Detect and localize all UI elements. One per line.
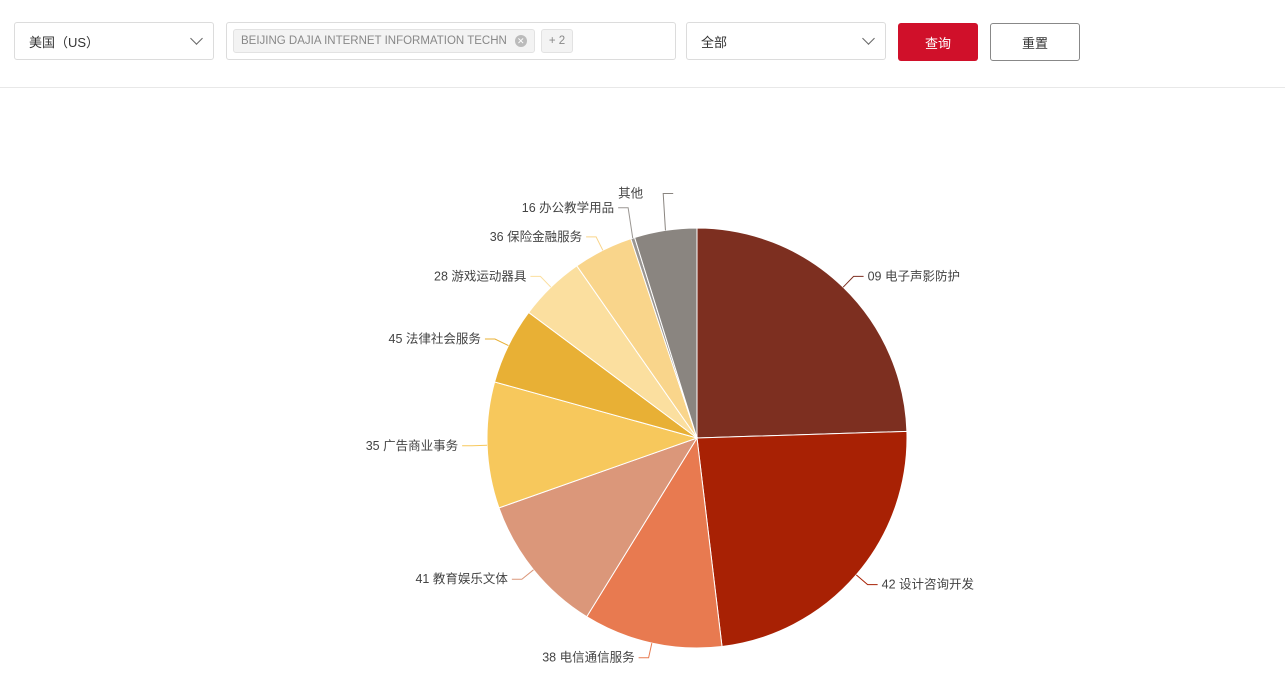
label-line	[484, 338, 509, 347]
slice-label: 28 游戏运动器具	[434, 269, 527, 283]
label-line	[462, 444, 488, 447]
company-tag-label: BEIJING DAJIA INTERNET INFORMATION TECHN	[241, 35, 507, 47]
slice-label: 35 广告商业事务	[366, 438, 458, 453]
country-value: 美国（US）	[29, 34, 100, 50]
label-line	[638, 642, 653, 659]
category-select[interactable]: 全部	[686, 22, 886, 60]
slice-label: 16 办公教学用品	[522, 200, 614, 215]
pie-slice[interactable]	[486, 381, 699, 509]
company-multiselect[interactable]: BEIJING DAJIA INTERNET INFORMATION TECHN…	[226, 22, 676, 60]
slice-label: 41 教育娱乐文体	[415, 571, 508, 586]
slice-label: 09 电子声影防护	[868, 268, 960, 283]
category-value: 全部	[701, 34, 728, 50]
label-line	[586, 236, 604, 251]
slice-label: 45 法律社会服务	[389, 331, 481, 346]
pie-slice[interactable]	[696, 227, 908, 439]
filter-bar: 美国（US） BEIJING DAJIA INTERNET INFORMATIO…	[0, 0, 1285, 88]
country-select[interactable]: 美国（US）	[14, 22, 214, 60]
slice-label: 38 电信通信服务	[542, 650, 634, 665]
query-button[interactable]: 查询	[898, 23, 978, 61]
slice-label: 其他	[618, 187, 644, 201]
label-line	[618, 207, 634, 239]
company-tag: BEIJING DAJIA INTERNET INFORMATION TECHN…	[233, 29, 535, 53]
label-line	[511, 569, 534, 580]
remove-tag-icon[interactable]: ✕	[514, 35, 527, 47]
slice-label: 36 保险金融服务	[490, 229, 582, 244]
label-line	[855, 574, 878, 586]
slice-label: 42 设计咨询开发	[882, 577, 975, 592]
label-line	[842, 275, 864, 288]
pie-slice[interactable]	[696, 430, 908, 648]
pie-slice[interactable]	[586, 436, 723, 649]
label-line	[662, 193, 674, 231]
reset-button[interactable]: 重置	[990, 23, 1080, 61]
label-line	[530, 275, 552, 288]
more-tags-count: + 2	[540, 29, 574, 53]
